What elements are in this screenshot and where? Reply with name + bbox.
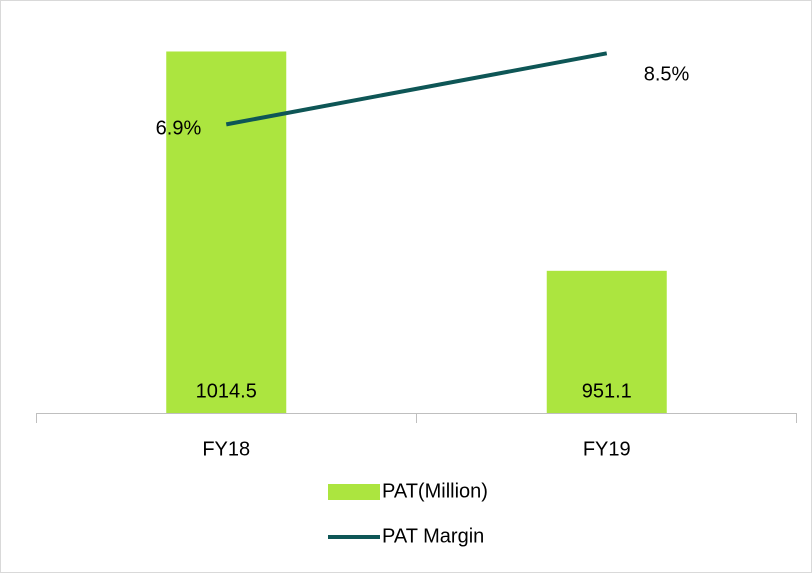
data-label: 951.1 [582,380,632,402]
line [225,51,608,127]
legend-swatch [328,484,380,500]
legend-label: PAT Margin [382,525,484,547]
data-label: 6.9% [156,118,202,140]
data-label: 8.5% [644,64,690,86]
legend-label: PAT(Million) [382,480,488,502]
bar [166,51,287,414]
data-label: 1014.5 [196,380,257,402]
x-tick-label: FY18 [202,438,250,460]
bar [546,270,667,413]
x-tick-label: FY19 [583,438,631,460]
